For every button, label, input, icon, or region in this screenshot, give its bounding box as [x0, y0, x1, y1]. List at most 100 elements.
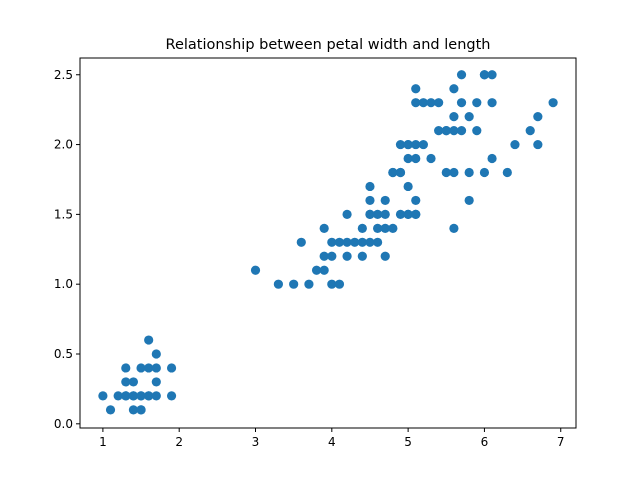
scatter-point: [533, 112, 543, 122]
scatter-point: [395, 209, 406, 219]
scatter-point: [166, 363, 177, 373]
scatter-point: [319, 223, 329, 233]
scatter-point: [456, 70, 467, 80]
scatter-point: [426, 98, 436, 108]
scatter-point: [411, 139, 421, 150]
x-tick-label: 4: [328, 435, 336, 449]
scatter-point: [441, 167, 451, 178]
scatter-point: [319, 265, 329, 275]
scatter-point: [365, 195, 375, 206]
scatter-point: [136, 405, 146, 415]
scatter-point: [548, 98, 558, 108]
y-tick-label: 1.0: [54, 277, 73, 291]
scatter-point: [464, 112, 474, 122]
scatter-point: [128, 391, 139, 401]
scatter-point: [121, 377, 131, 387]
scatter-point: [472, 98, 482, 108]
scatter-point: [403, 139, 413, 150]
scatter-point: [357, 237, 367, 247]
scatter-point: [289, 279, 299, 289]
scatter-point: [472, 126, 482, 136]
scatter-point: [334, 237, 345, 247]
x-tick-label: 2: [175, 435, 183, 449]
scatter-point: [350, 237, 360, 247]
scatter-point: [479, 70, 490, 80]
x-tick-label: 5: [404, 435, 412, 449]
y-tick-label: 0.0: [54, 417, 73, 431]
x-axis: 1 2 3 4 5 6 7: [99, 428, 565, 449]
scatter-point: [327, 251, 337, 261]
scatter-point: [380, 223, 390, 233]
scatter-point: [502, 167, 512, 178]
scatter-point: [456, 98, 467, 108]
scatter-point: [464, 195, 474, 206]
scatter-point: [121, 363, 131, 373]
data-points: [98, 70, 558, 415]
scatter-point: [151, 349, 161, 359]
scatter-point: [426, 153, 436, 164]
x-tick-label: 7: [557, 435, 565, 449]
scatter-point: [342, 251, 352, 261]
scatter-point: [113, 391, 123, 401]
scatter-point: [487, 153, 497, 164]
scatter-point: [250, 265, 261, 275]
scatter-point: [418, 98, 428, 108]
scatter-point: [380, 251, 390, 261]
scatter-point: [388, 167, 398, 178]
scatter-point: [105, 405, 116, 415]
scatter-point: [151, 377, 161, 387]
scatter-point: [128, 377, 139, 387]
scatter-point: [342, 209, 352, 219]
scatter-point: [151, 391, 161, 401]
scatter-point: [403, 209, 413, 219]
x-tick-label: 3: [252, 435, 260, 449]
scatter-point: [121, 391, 131, 401]
scatter-point: [395, 167, 406, 178]
scatter-point: [411, 195, 421, 206]
scatter-point: [365, 237, 375, 247]
scatter-point: [357, 223, 367, 233]
scatter-point: [388, 223, 398, 233]
scatter-point: [411, 98, 421, 108]
scatter-point: [365, 181, 375, 192]
scatter-point: [449, 167, 459, 178]
scatter-point: [487, 70, 497, 80]
scatter-point: [395, 139, 406, 150]
x-tick-label: 6: [481, 435, 489, 449]
scatter-point: [166, 391, 177, 401]
scatter-point: [136, 363, 146, 373]
scatter-point: [128, 405, 139, 415]
scatter-point: [373, 209, 383, 219]
scatter-point: [411, 84, 421, 94]
scatter-point: [487, 98, 497, 108]
scatter-point: [357, 251, 367, 261]
scatter-point: [304, 279, 314, 289]
scatter-point: [98, 391, 108, 401]
scatter-point: [434, 126, 444, 136]
scatter-point: [144, 335, 154, 345]
scatter-point: [449, 223, 459, 233]
y-axis: 0.0 0.5 1.0 1.5 2.0 2.5: [54, 68, 80, 431]
scatter-point: [144, 391, 154, 401]
scatter-point: [411, 153, 421, 164]
scatter-point: [479, 167, 490, 178]
scatter-point: [380, 209, 390, 219]
scatter-point: [296, 237, 306, 247]
scatter-point: [327, 279, 337, 289]
scatter-point: [434, 98, 444, 108]
scatter-point: [327, 237, 337, 247]
scatter-point: [403, 181, 413, 192]
y-tick-label: 0.5: [54, 347, 73, 361]
plot-frame: [79, 57, 577, 429]
scatter-point: [441, 126, 451, 136]
scatter-point: [403, 153, 413, 164]
y-tick-label: 2.5: [54, 68, 73, 82]
y-tick-label: 1.5: [54, 207, 73, 221]
scatter-point: [411, 209, 421, 219]
scatter-point: [365, 209, 375, 219]
scatter-point: [151, 363, 161, 373]
scatter-point: [273, 279, 283, 289]
scatter-point: [418, 139, 428, 150]
